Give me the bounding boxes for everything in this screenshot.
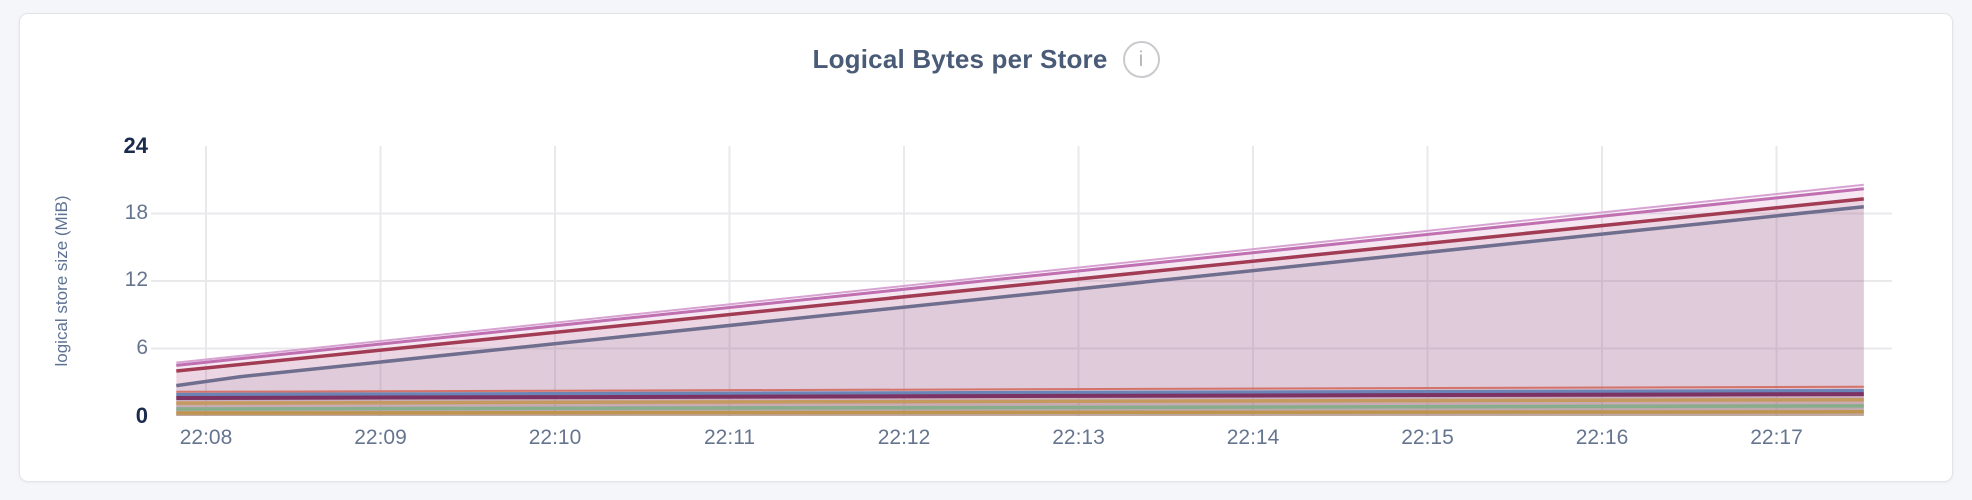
x-axis-tick-label: 22:09 [354,426,407,449]
series-area-store-violet [176,188,1864,416]
series-area-store-slate [176,206,1864,416]
series-line-store-blue [176,388,1864,397]
series-line-store-tan [176,410,1864,415]
series-area-store-maroon [176,198,1864,416]
x-axis-tick-label: 22:08 [179,426,233,449]
y-axis-tick-label: 12 [124,268,148,291]
x-axis-tick-label: 22:11 [704,426,755,449]
x-axis-tick-label: 22:14 [1226,426,1280,449]
x-axis-tick-label: 22:10 [528,426,582,449]
series-line-store-green [176,404,1864,411]
y-axis-tick-label: 24 [123,133,148,158]
chart-plot-area[interactable] [20,14,1954,483]
x-axis-tick-label: 22:13 [1052,426,1105,449]
chart-header: Logical Bytes per Store i [20,41,1952,78]
series-line-store-slate [176,204,1864,388]
chart-title: Logical Bytes per Store [812,44,1108,74]
x-axis-tick-label: 22:17 [1750,426,1803,449]
series-line-store-purple [176,392,1864,400]
series-line-store-violet [176,187,1864,367]
y-axis-tick-label: 0 [135,403,148,428]
metric-chart-card: Logical Bytes per Store i logical store … [19,13,1953,482]
y-axis-tick-label: 6 [136,335,148,359]
series-line-store-orchid-light [176,183,1864,364]
x-axis-tick-label: 22:16 [1575,426,1629,449]
series-line-store-salmon [176,385,1864,393]
series-line-store-maroon [176,197,1864,373]
y-axis-tick-label: 18 [124,200,148,224]
x-axis-tick-label: 22:15 [1401,426,1454,449]
info-circle-icon[interactable]: i [1122,41,1160,78]
series-line-store-gold [176,397,1864,405]
x-axis-tick-label: 22:12 [877,426,931,449]
